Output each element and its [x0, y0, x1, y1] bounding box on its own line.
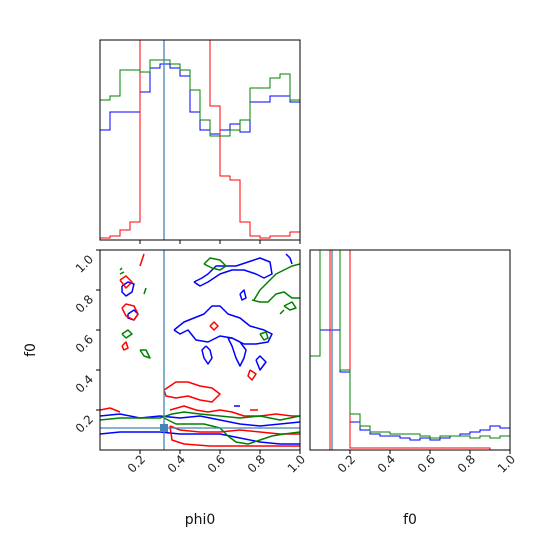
contour-blue-3: [255, 355, 267, 371]
main-xtick-label: 0.8: [245, 452, 268, 475]
contour-red-3: [209, 321, 219, 331]
contour-blue-5: [121, 281, 135, 297]
contour-blue-8: [100, 413, 300, 427]
main-ytick-label: 0.2: [73, 412, 96, 435]
contour-red-6: [100, 407, 121, 413]
main-ytick-label: 0.8: [73, 292, 96, 315]
x-axis-label-phi0: phi0: [185, 512, 216, 528]
main-xtick-label: 0.2: [125, 452, 148, 475]
f0-hist-green: [310, 250, 510, 450]
contour-green-9: [259, 331, 269, 341]
main-xtick-label: 0.6: [205, 452, 228, 475]
hist2-xtick-label: 0.6: [415, 452, 438, 475]
contour-red-10: [139, 253, 145, 267]
contour-red-2: [121, 341, 129, 351]
hist2-xtick-label: 1.0: [495, 452, 518, 475]
main-ytick-label: 0.4: [73, 372, 96, 395]
contour-red-7: [169, 425, 300, 435]
contour-green-1: [253, 263, 300, 301]
contour-green-2: [251, 291, 300, 303]
contour-green-11: [163, 417, 300, 445]
y-axis-label-f0: f0: [23, 343, 39, 357]
main-xtick-label: 0.4: [165, 452, 188, 475]
contour-green-12: [279, 309, 285, 315]
contour-green-10: [100, 411, 300, 421]
contour-green-8: [139, 349, 151, 359]
contour-green-6: [143, 287, 147, 295]
f0-hist-blue: [310, 329, 510, 450]
contour-red-5: [169, 405, 300, 417]
x-axis-label-f0: f0: [403, 512, 417, 528]
hist2-xtick-label: 0.4: [375, 452, 398, 475]
contour-green-4: [119, 271, 125, 275]
main-ytick-label: 0.6: [73, 332, 96, 355]
phi0-hist-green: [100, 59, 300, 240]
contour-red-9: [247, 369, 257, 381]
contour-frame: [99, 249, 301, 451]
contour-blue-0: [173, 305, 273, 345]
hist2-xtick-label: 0.2: [335, 452, 358, 475]
hist2-xtick-label: 0.8: [455, 452, 478, 475]
contour-red-8: [169, 425, 300, 447]
main-ytick-label: 1.0: [73, 252, 96, 275]
phi0-histogram-frame: [99, 39, 301, 241]
f0-hist-red: [310, 250, 510, 450]
contour-red-1: [119, 275, 133, 289]
contour-blue-7: [239, 289, 247, 301]
contour-red-0: [121, 303, 139, 321]
contour-blue-1: [201, 345, 213, 365]
f0-histogram-panel: [310, 250, 510, 450]
contour-green-3: [283, 301, 297, 311]
phi0-histogram-panel: [100, 40, 300, 240]
contour-blue-2: [227, 337, 247, 367]
phi0-f0-contour-panel: [100, 250, 300, 450]
phi0-hist-red: [100, 40, 300, 240]
main-xtick-label: 1.0: [285, 452, 308, 475]
contour-blue-9: [100, 431, 300, 445]
contour-red-4: [163, 381, 221, 403]
contour-green-0: [203, 257, 227, 271]
f0-histogram-frame: [309, 249, 511, 451]
contour-green-7: [121, 329, 133, 339]
contour-green-5: [119, 267, 123, 271]
contour-blue-4: [193, 257, 273, 287]
axis-ticks: 0.2 0.4 0.6 0.8 1.0 0.2 0.4 0.6 0.8 1.0 0.2 0.4 0.6 0…: [73, 240, 518, 476]
contour-blue-11: [285, 253, 293, 265]
truth-marker: [160, 424, 168, 432]
